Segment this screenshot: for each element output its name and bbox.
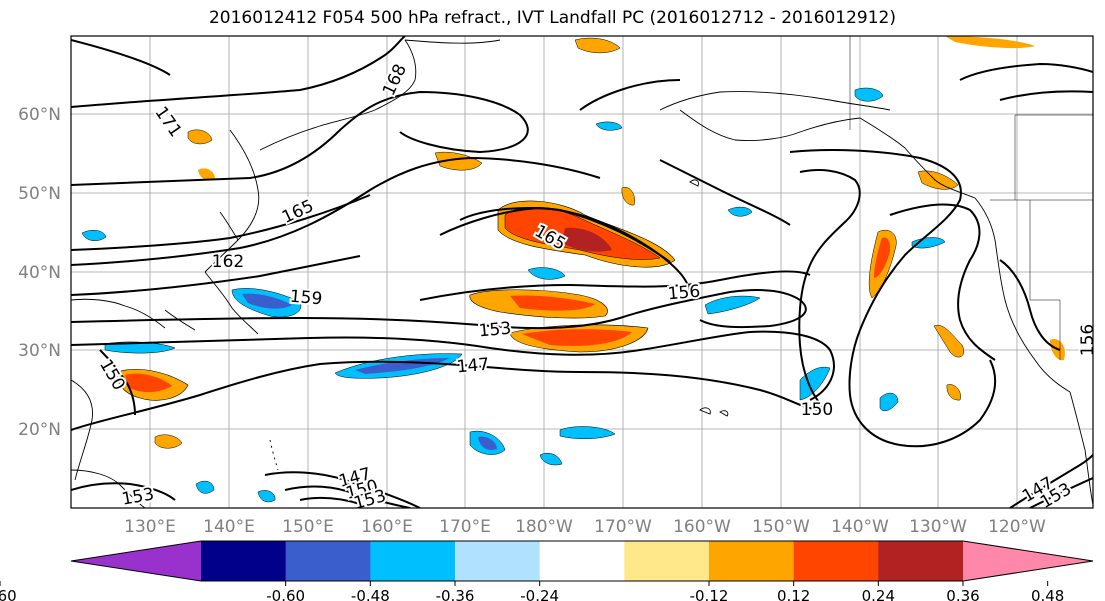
longitude-label: 170°E bbox=[439, 517, 491, 537]
colorbar-tick-label: 0.24 bbox=[862, 587, 895, 601]
latitude-label: 30°N bbox=[18, 341, 61, 361]
contour-label: 147 bbox=[456, 355, 490, 378]
longitude-label: 170°W bbox=[594, 517, 652, 537]
positive-anomaly-31n-core bbox=[522, 329, 632, 346]
negative-anomaly-34n-west-core bbox=[242, 293, 292, 309]
negative-anomaly-16n bbox=[539, 452, 563, 466]
longitude-label: 150°W bbox=[752, 517, 810, 537]
positive-anomaly-25n-west-core bbox=[125, 373, 172, 393]
colorbar-tick-labels: -0.60 -0.48 -0.36 -0.24 -0.12 0.12 0.24 0.36 0.4… bbox=[0, 581, 1064, 601]
longitude-label: 160°E bbox=[361, 517, 413, 537]
longitude-label: 130°W bbox=[909, 517, 967, 537]
longitude-label: 180°W bbox=[515, 517, 573, 537]
negative-anomaly-37n bbox=[527, 267, 566, 280]
colorbar-bin bbox=[455, 541, 541, 581]
positive-anomaly-35n-core bbox=[510, 295, 595, 311]
colorbar-bin bbox=[370, 541, 456, 581]
colorbar-tick-label: 0.60 bbox=[0, 587, 17, 601]
colorbar-tick-label: -0.36 bbox=[436, 587, 475, 601]
latitude-label: 50°N bbox=[18, 184, 61, 204]
colorbar-bin bbox=[878, 541, 964, 581]
colorbar-bin bbox=[285, 541, 371, 581]
contour-label: 153 bbox=[478, 319, 512, 342]
colorbar-bin bbox=[539, 541, 625, 581]
colorbar-tick-label: 0.36 bbox=[946, 587, 979, 601]
colorbar-bin bbox=[793, 541, 879, 581]
longitude-labels: 130°E 140°E 150°E 160°E 170°E 180°W 170°W 160°W… bbox=[124, 517, 1046, 537]
colorbar-tick-label: -0.24 bbox=[520, 587, 559, 601]
negative-anomaly-34n-east bbox=[704, 295, 761, 315]
positive-anomaly-top-right bbox=[945, 36, 1035, 49]
positive-anomaly-small bbox=[946, 384, 961, 401]
negative-anomaly-22n-east bbox=[879, 392, 899, 412]
positive-anomaly-18n-west bbox=[154, 434, 183, 449]
colorbar-extend-high bbox=[963, 541, 1093, 581]
negative-anomaly-north-2 bbox=[595, 121, 623, 131]
longitude-label: 120°W bbox=[988, 517, 1046, 537]
latitude-label: 40°N bbox=[18, 263, 61, 283]
positive-anomaly-52n bbox=[434, 151, 483, 171]
positive-anomaly-east-1-core bbox=[874, 237, 890, 278]
negative-anomaly-42n-west bbox=[81, 229, 107, 241]
colorbar bbox=[70, 540, 1094, 582]
coastlines bbox=[71, 36, 1093, 508]
colorbar-tick-label: -0.12 bbox=[690, 587, 729, 601]
latitude-label: 20°N bbox=[18, 420, 61, 440]
contour-label: 159 bbox=[289, 287, 323, 310]
contour-label: 150 bbox=[801, 400, 833, 420]
negative-anomaly-48n bbox=[727, 206, 753, 217]
longitude-label: 140°W bbox=[831, 517, 889, 537]
colorbar-extend-low bbox=[71, 541, 201, 581]
latitude-labels: 60°N 50°N 40°N 30°N 20°N bbox=[18, 105, 61, 440]
longitude-label: 160°W bbox=[673, 517, 731, 537]
longitude-label: 130°E bbox=[124, 517, 176, 537]
negative-anomaly-25n-east bbox=[799, 366, 831, 401]
map-frame bbox=[70, 35, 1094, 509]
longitude-label: 140°E bbox=[203, 517, 255, 537]
positive-anomaly-coast bbox=[917, 170, 959, 190]
colorbar-tick-label: 0.48 bbox=[1031, 587, 1064, 601]
contour-label: 162 bbox=[212, 252, 244, 272]
map-title: 2016012412 F054 500 hPa refract., IVT La… bbox=[208, 8, 896, 28]
colorbar-bin bbox=[201, 541, 287, 581]
contour-label: 156 bbox=[667, 282, 701, 305]
positive-anomaly-coast-2 bbox=[933, 325, 965, 358]
negative-anomaly-18n-core bbox=[478, 436, 497, 450]
colorbar-bin bbox=[624, 541, 710, 581]
colorbar-tick-label: -0.60 bbox=[266, 587, 305, 601]
negative-anomaly-13n bbox=[195, 480, 215, 494]
positive-anomaly-nw-2 bbox=[198, 168, 215, 180]
negative-anomaly-19n-east bbox=[559, 426, 616, 439]
positive-anomaly-central-peak bbox=[562, 227, 612, 252]
positive-anomaly-top bbox=[574, 37, 621, 54]
contour-label: 156 bbox=[1078, 324, 1098, 356]
negative-anomaly-12n bbox=[257, 490, 276, 503]
shaded-anomalies bbox=[81, 36, 1065, 503]
positive-anomaly-50n-160w bbox=[621, 186, 635, 206]
colorbar-tick-label: -0.48 bbox=[351, 587, 390, 601]
colorbar-bin bbox=[709, 541, 795, 581]
longitude-label: 150°E bbox=[282, 517, 334, 537]
positive-anomaly-nw bbox=[187, 129, 213, 145]
negative-anomaly-north-1 bbox=[854, 87, 884, 102]
negative-anomaly-32n-west bbox=[104, 341, 176, 354]
graticule bbox=[71, 36, 1093, 508]
refractivity-contours bbox=[71, 36, 1093, 508]
latitude-label: 60°N bbox=[18, 105, 61, 125]
colorbar-tick-label: 0.12 bbox=[777, 587, 810, 601]
colorbar-outline bbox=[70, 540, 1094, 582]
